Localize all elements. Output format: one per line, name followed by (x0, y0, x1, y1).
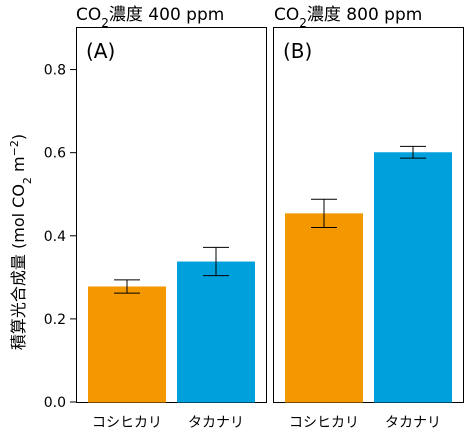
y-axis-title-sub: 2 (21, 177, 34, 184)
y-tick-label: 0.4 (44, 229, 66, 245)
panel-a-title: CO2濃度 400 ppm (76, 5, 224, 30)
panel-b-title-sub: 2 (299, 16, 307, 30)
panel-b: CO2濃度 800 ppm (B) コシヒカリ タカナリ (273, 5, 464, 431)
panel-b-bars (285, 145, 452, 403)
y-axis-title-unit: m (9, 156, 28, 177)
panel-b-title-suffix: 濃度 800 ppm (307, 5, 422, 25)
category-label: コシヒカリ (92, 415, 162, 431)
bar-koshihikari (88, 286, 166, 403)
y-axis: 0.0 0.2 0.4 0.6 0.8 (44, 63, 77, 411)
y-axis-title-main: 積算光合成量 (mol CO (9, 184, 28, 350)
error-bar (400, 145, 426, 159)
y-tick-label: 0.0 (44, 395, 66, 411)
bar-takanari (374, 152, 452, 403)
bar-koshihikari (285, 213, 363, 403)
panel-a-title-prefix: CO (76, 5, 101, 25)
panel-b-label: (B) (283, 39, 312, 63)
y-tick-label: 0.2 (44, 312, 66, 328)
y-tick-label: 0.6 (44, 146, 66, 162)
category-label: コシヒカリ (289, 415, 359, 431)
panel-a-frame (76, 27, 267, 403)
panel-a-categories: コシヒカリ タカナリ (92, 415, 244, 431)
y-axis-title-sup: −2 (8, 140, 21, 156)
error-bar (203, 246, 229, 277)
panel-b-categories: コシヒカリ タカナリ (289, 415, 441, 431)
y-axis-title: 積算光合成量 (mol CO2 m−2) (8, 134, 34, 350)
panel-b-frame (273, 27, 464, 403)
panel-a-bars (88, 246, 255, 403)
panel-a-title-suffix: 濃度 400 ppm (109, 5, 224, 25)
panel-b-title-prefix: CO (274, 5, 299, 25)
panel-a-title-sub: 2 (101, 16, 109, 30)
panel-b-title: CO2濃度 800 ppm (274, 5, 422, 30)
panel-a-label: (A) (86, 39, 115, 63)
error-bar (114, 279, 140, 294)
error-bar (311, 198, 337, 228)
panel-a: CO2濃度 400 ppm (A) コシヒカリ タカナリ (76, 5, 267, 431)
category-label: タカナリ (385, 415, 441, 431)
y-tick-label: 0.8 (44, 63, 66, 79)
category-label: タカナリ (188, 415, 244, 431)
bar-takanari (177, 261, 255, 403)
y-axis-title-close: ) (9, 134, 28, 140)
